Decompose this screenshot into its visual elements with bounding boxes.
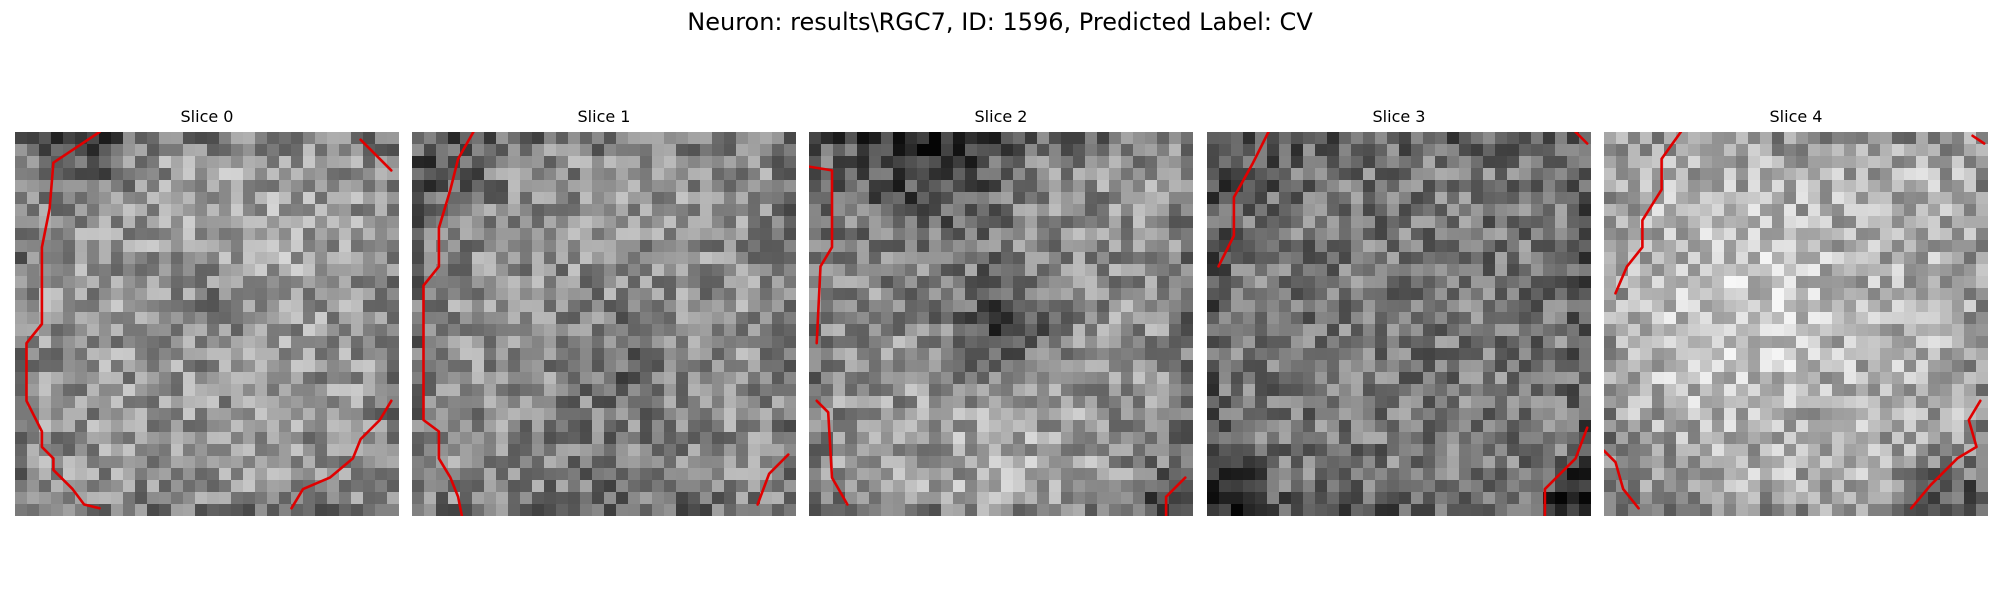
contour-line-3-2 [1543,426,1589,516]
pixel-grid-4 [1604,132,1988,516]
contour-line-4-3 [1604,449,1640,510]
pixel-grid-1 [412,132,796,516]
slice-title-1: Slice 1 [577,107,631,126]
contour-line-0-2 [290,399,393,510]
pixel-grid-0 [15,132,399,516]
contour-line-2-2 [1164,476,1187,516]
pixel-grid-2 [809,132,1193,516]
contour-line-2-1 [815,399,849,506]
contour-line-1-0 [422,132,475,516]
contour-line-3-0 [1217,132,1270,268]
contour-line-0-0 [25,132,101,510]
figure-title: Neuron: results\RGC7, ID: 1596, Predicte… [687,8,1313,36]
slice-title-0: Slice 0 [180,107,234,126]
slice-title-2: Slice 2 [974,107,1028,126]
slice-image-1 [412,132,796,516]
slice-image-3 [1207,132,1591,516]
slice-image-0 [15,132,399,516]
slice-image-4 [1604,132,1988,516]
contour-line-1-1 [756,453,790,506]
slice-title-3: Slice 3 [1372,107,1426,126]
contour-line-4-2 [1909,399,1982,510]
slice-image-2 [809,132,1193,516]
contour-line-4-0 [1614,132,1683,295]
pixel-grid-3 [1207,132,1591,516]
contour-line-2-0 [809,165,834,345]
slice-title-4: Slice 4 [1769,107,1823,126]
contour-line-3-1 [1574,132,1589,145]
contour-line-4-1 [1971,134,1986,145]
contour-line-0-1 [359,138,393,172]
